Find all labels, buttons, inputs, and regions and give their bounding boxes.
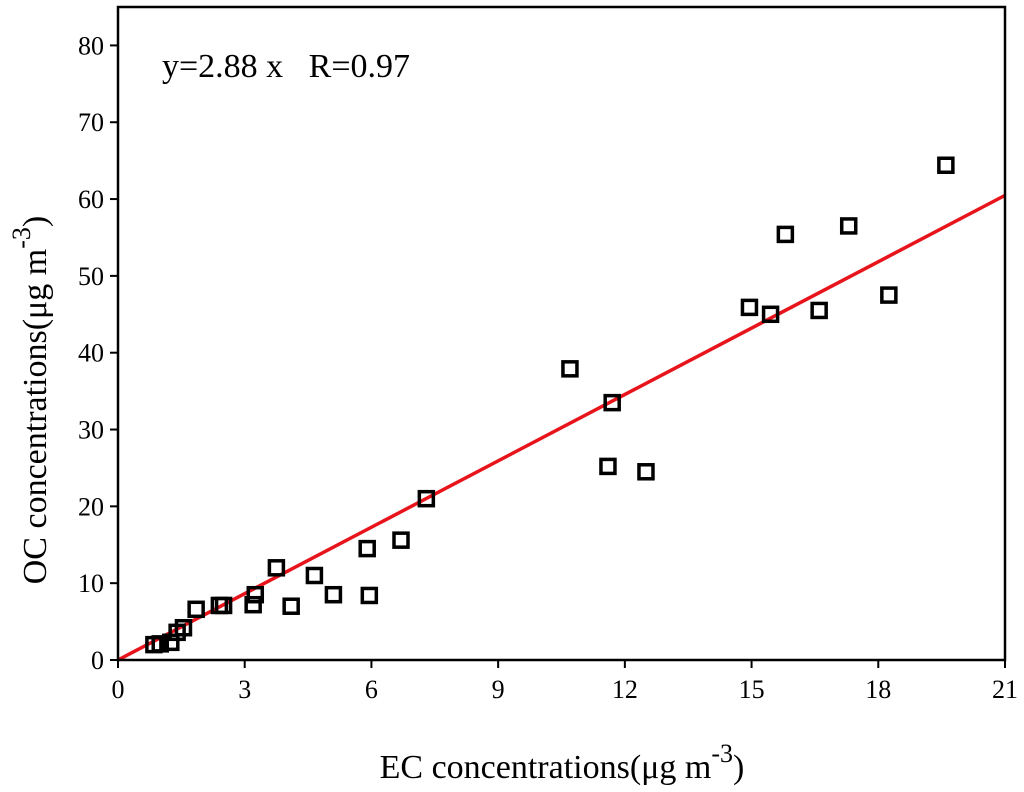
- fit-annotation: y=2.88 x R=0.97: [162, 48, 410, 85]
- y-tick-label: 40: [78, 339, 104, 368]
- plot-frame: [116, 5, 1007, 662]
- data-point: [174, 618, 193, 637]
- data-point: [151, 635, 169, 653]
- data-point: [880, 286, 898, 304]
- x-tick-label: 0: [112, 675, 125, 704]
- y-axis-title-unit: μg m: [17, 249, 54, 319]
- data-point: [392, 531, 410, 549]
- data-point: [360, 586, 379, 605]
- x-tick-label: 3: [238, 675, 251, 704]
- data-point: [187, 600, 205, 619]
- data-point: [599, 457, 617, 476]
- x-axis-title-close: ): [733, 749, 744, 786]
- x-tick-label: 15: [739, 675, 765, 704]
- data-point: [324, 585, 343, 604]
- data-point: [761, 305, 780, 324]
- data-point: [267, 559, 286, 577]
- data-point: [776, 225, 795, 244]
- fit-line: [117, 193, 1006, 662]
- y-axis-title-text: OC concentrations(: [17, 319, 54, 584]
- y-tick-label: 50: [78, 262, 104, 291]
- y-axis-title: OC concentrations(μg m-3): [7, 216, 54, 585]
- data-point: [937, 156, 955, 175]
- x-tick-label: 12: [612, 675, 638, 704]
- x-axis-title-text: EC concentrations(: [380, 749, 642, 786]
- x-tick-label: 6: [365, 675, 378, 704]
- data-point: [358, 539, 376, 558]
- data-point: [214, 596, 233, 615]
- data-point: [637, 463, 655, 481]
- y-tick-label: 0: [91, 646, 104, 675]
- x-tick-label: 18: [865, 675, 891, 704]
- y-axis-title-close: ): [17, 216, 54, 227]
- y-tick-label: 70: [78, 108, 104, 137]
- y-tick-label: 20: [78, 492, 104, 521]
- y-axis-title-exponent: -3: [7, 227, 36, 249]
- y-tick-label: 30: [78, 416, 104, 445]
- x-axis-title-exponent: -3: [711, 739, 733, 768]
- data-point: [246, 585, 265, 604]
- data-point: [305, 566, 324, 585]
- data-point: [561, 360, 579, 378]
- x-axis-title-unit: μg m: [641, 749, 711, 786]
- data-point: [810, 301, 828, 320]
- y-tick-label: 10: [78, 569, 104, 598]
- data-point: [244, 595, 262, 614]
- data-point: [839, 217, 858, 235]
- x-axis-title: EC concentrations(μg m-3): [380, 739, 745, 786]
- data-point: [740, 298, 759, 317]
- x-tick-label: 21: [992, 675, 1018, 704]
- data-point: [282, 597, 300, 615]
- data-point: [417, 489, 436, 508]
- x-tick-label: 9: [492, 675, 505, 704]
- y-tick-label: 60: [78, 185, 104, 214]
- y-tick-label: 80: [78, 31, 104, 60]
- data-point: [603, 393, 621, 412]
